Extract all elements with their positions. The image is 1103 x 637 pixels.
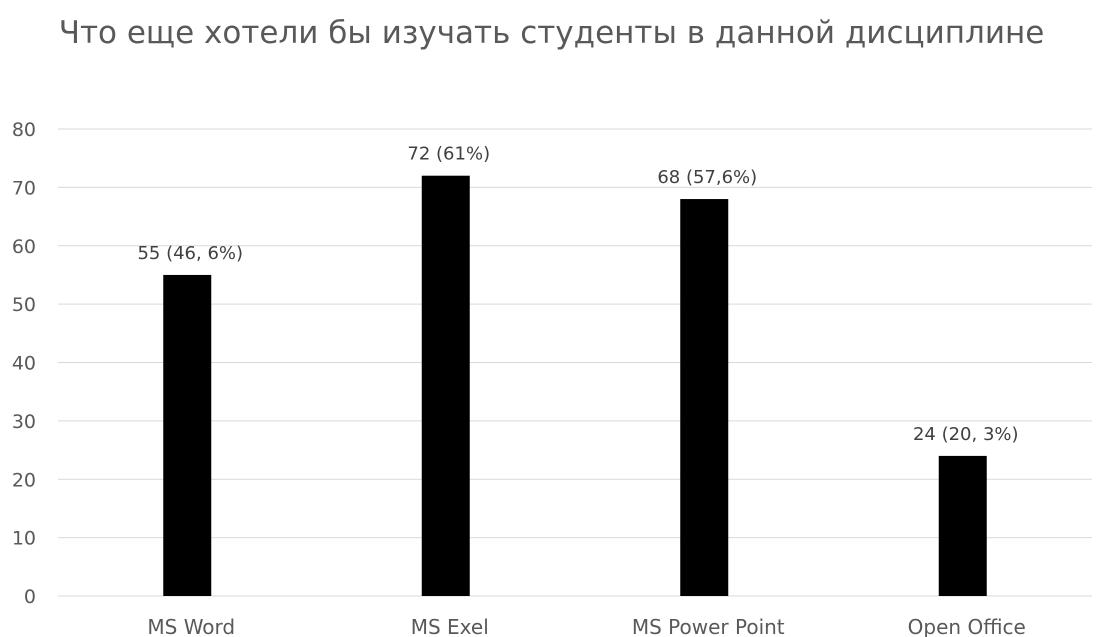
bar-4 [938, 455, 987, 596]
y-tick-label: 70 [12, 177, 36, 199]
data-label-1: 55 (46, 6%) [137, 243, 243, 264]
category-label-3: MS Power Point [632, 615, 785, 637]
y-tick-label: 60 [12, 236, 36, 258]
data-label-3: 68 (57,6%) [657, 167, 757, 188]
y-tick-label: 30 [12, 411, 36, 433]
category-label-1: MS Word [147, 615, 235, 637]
y-tick-label: 80 [12, 119, 36, 141]
bar-2 [421, 175, 470, 596]
y-tick-label: 40 [12, 353, 36, 375]
chart-title: Что еще хотели бы изучать студенты в дан… [58, 15, 1045, 51]
y-tick-label: 10 [12, 528, 36, 550]
category-label-2: MS Exel [411, 615, 489, 637]
bar-1 [163, 274, 212, 596]
y-tick-label: 0 [24, 586, 36, 608]
data-label-4: 24 (20, 3%) [913, 424, 1019, 445]
category-label-4: Open Office [908, 615, 1026, 637]
y-tick-label: 50 [12, 294, 36, 316]
data-label-2: 72 (61%) [407, 144, 490, 165]
bar-3 [680, 199, 729, 597]
y-tick-label: 20 [12, 469, 36, 491]
